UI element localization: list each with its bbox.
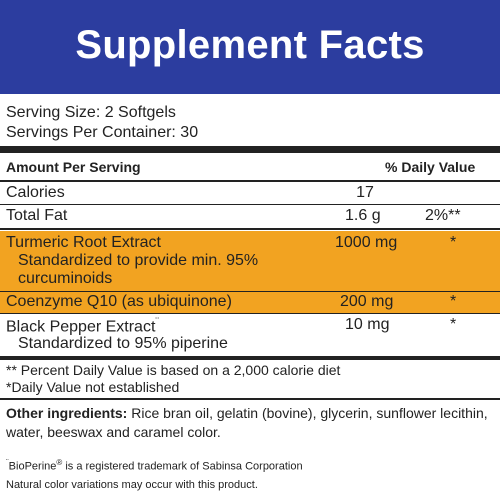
highlight-coq10 (0, 292, 500, 313)
divider (0, 313, 500, 314)
other-ingredients-line2: water, beeswax and caramel color. (6, 424, 221, 440)
row-coq10-dv: * (450, 293, 457, 310)
row-total-fat-amount: 1.6 g (345, 207, 381, 224)
header-banner: Supplement Facts (0, 0, 500, 94)
footnote-percent-dv: ** Percent Daily Value is based on a 2,0… (6, 362, 341, 378)
row-total-fat-dv: 2%** (425, 207, 461, 224)
row-black-pepper-sub1: Standardized to 95% piperine (18, 335, 228, 352)
divider (0, 291, 500, 292)
daily-value-header: % Daily Value (385, 159, 476, 175)
page-title: Supplement Facts (75, 22, 425, 67)
natural-color-note: Natural color variations may occur with … (6, 479, 258, 491)
thick-divider (0, 146, 500, 153)
row-turmeric-amount: 1000 mg (335, 234, 398, 251)
row-black-pepper-name: Black Pepper Extract¨ (6, 316, 159, 336)
row-total-fat-name: Total Fat (6, 207, 68, 224)
row-turmeric-sub1: Standardized to provide min. 95% (18, 252, 259, 269)
trademark-note: ¨BioPerine® is a registered trademark of… (6, 458, 303, 473)
row-coq10-amount: 200 mg (340, 293, 394, 310)
amount-per-serving-header: Amount Per Serving (6, 159, 141, 175)
row-coq10-name: Coenzyme Q10 (as ubiquinone) (6, 293, 232, 310)
other-ingredients-text1: Rice bran oil, gelatin (bovine), glyceri… (127, 405, 488, 421)
divider (0, 204, 500, 205)
row-black-pepper-amount: 10 mg (345, 316, 390, 333)
divider (0, 398, 500, 400)
trademark-rest: is a registered trademark of Sabinsa Cor… (62, 460, 303, 473)
divider (0, 180, 500, 182)
serving-size: Serving Size: 2 Softgels (6, 104, 176, 121)
row-turmeric-dv: * (450, 234, 457, 251)
servings-per-container: Servings Per Container: 30 (6, 124, 199, 141)
row-calories-amount: 17 (356, 184, 374, 201)
row-turmeric-name: Turmeric Root Extract (6, 234, 161, 251)
other-ingredients-line1: Other ingredients: Rice bran oil, gelati… (6, 405, 488, 421)
thick-divider (0, 356, 500, 360)
trademark-mark: ¨ (6, 458, 9, 467)
black-pepper-label: Black Pepper Extract (6, 318, 156, 336)
trademark-brand: BioPerine (8, 460, 57, 473)
divider (0, 228, 500, 230)
row-black-pepper-dv: * (450, 316, 457, 333)
highlight-turmeric (0, 231, 500, 291)
other-ingredients-label: Other ingredients: (6, 405, 128, 421)
row-calories-name: Calories (6, 184, 65, 201)
footnote-dv-not-established: *Daily Value not established (6, 379, 180, 395)
row-turmeric-sub2: curcuminoids (18, 270, 113, 287)
black-pepper-mark: ¨ (155, 316, 160, 328)
trademark-reg: ® (56, 458, 63, 467)
